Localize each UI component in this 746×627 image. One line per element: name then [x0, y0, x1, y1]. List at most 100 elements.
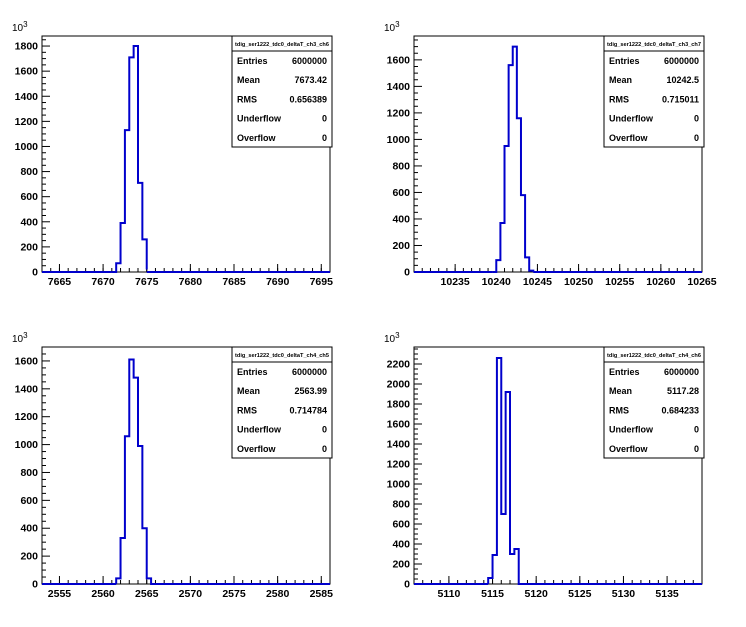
y-tick-label: 2200	[387, 359, 411, 371]
stats-value-mean: 5117.28	[667, 386, 699, 396]
exponent-power: 3	[395, 331, 400, 340]
y-tick-label: 600	[20, 495, 38, 507]
stats-label-mean: Mean	[609, 386, 632, 396]
stats-box-title: tdig_ser1222_tdc0_deltaT_ch4_ch6	[607, 353, 701, 359]
y-tick-label: 400	[20, 216, 38, 228]
y-tick-label: 400	[392, 213, 410, 225]
histogram-bin	[500, 223, 504, 272]
y-tick-label: 1200	[387, 459, 411, 471]
histogram-bin	[509, 65, 513, 272]
stats-value-mean: 2563.99	[294, 386, 327, 396]
stats-value-mean: 10242.5	[666, 75, 699, 85]
stats-value-entries: 6000000	[664, 367, 699, 377]
y-tick-label: 1000	[387, 134, 411, 146]
histogram-bin	[138, 183, 142, 272]
y-tick-label: 800	[20, 166, 38, 178]
stats-value-rms: 0.715011	[662, 94, 699, 104]
exponent-power: 3	[23, 20, 28, 29]
exponent-power: 3	[23, 331, 28, 340]
histogram-bin	[525, 257, 529, 272]
histogram-bin	[125, 436, 129, 584]
y-tick-label: 200	[392, 559, 410, 571]
histogram-bin	[521, 195, 525, 272]
histogram-bin	[147, 578, 151, 584]
histogram-bin	[121, 223, 125, 272]
histogram-bin	[125, 130, 129, 272]
stats-box-title: tdig_ser1222_tdc0_deltaT_ch3_ch6	[235, 42, 329, 48]
histogram-bin	[129, 360, 133, 584]
x-tick-label: 7690	[266, 276, 290, 288]
histogram-bin	[510, 554, 514, 584]
stats-box: tdig_ser1222_tdc0_deltaT_ch4_ch6 Entries 6…	[603, 346, 705, 459]
y-tick-label: 0	[32, 579, 38, 591]
stats-label-entries: Entries	[609, 367, 640, 377]
stats-label-rms: RMS	[609, 94, 629, 104]
x-tick-label: 5135	[655, 588, 679, 600]
y-axis-exponent: 103	[384, 331, 400, 345]
y-tick-label: 600	[392, 187, 410, 199]
x-tick-label: 5130	[612, 588, 636, 600]
x-tick-label: 7675	[135, 276, 159, 288]
stats-box-title: tdig_ser1222_tdc0_deltaT_ch4_ch5	[235, 353, 329, 359]
y-tick-label: 0	[404, 267, 410, 279]
x-tick-label: 10260	[646, 276, 675, 288]
y-tick-label: 1600	[387, 419, 411, 431]
x-tick-label: 7670	[91, 276, 115, 288]
y-tick-label: 1600	[15, 355, 39, 367]
histogram-outline	[115, 358, 156, 585]
y-tick-label: 1800	[15, 41, 39, 53]
y-tick-label: 600	[392, 519, 410, 531]
histogram-bin	[134, 46, 138, 272]
stats-value-entries: 6000000	[292, 367, 327, 377]
x-tick-label: 7685	[222, 276, 246, 288]
stats-label-rms: RMS	[609, 405, 629, 415]
stats-value-underflow: 0	[694, 114, 699, 124]
stats-label-mean: Mean	[237, 386, 260, 396]
y-tick-label: 200	[20, 241, 38, 253]
x-tick-label: 7695	[310, 276, 334, 288]
x-tick-label: 10250	[564, 276, 593, 288]
stats-label-rms: RMS	[237, 405, 257, 415]
stats-label-entries: Entries	[609, 56, 640, 66]
y-tick-label: 0	[32, 267, 38, 279]
x-tick-label: 2555	[48, 588, 72, 600]
stats-box-frame	[231, 346, 333, 459]
x-tick-label: 5125	[568, 588, 592, 600]
stats-label-overflow: Overflow	[609, 133, 649, 143]
histogram-bin	[488, 578, 492, 584]
y-tick-label: 1800	[387, 399, 411, 411]
y-tick-label: 2000	[387, 379, 411, 391]
x-tick-label: 2585	[310, 588, 334, 600]
stats-box-title: tdig_ser1222_tdc0_deltaT_ch3_ch7	[607, 42, 701, 48]
stats-value-entries: 6000000	[292, 56, 327, 66]
stats-box: tdig_ser1222_tdc0_deltaT_ch3_ch7 Entries 6…	[603, 35, 705, 148]
x-tick-label: 10265	[687, 276, 716, 288]
exponent-base: 10	[384, 23, 396, 34]
exponent-base: 10	[12, 23, 24, 34]
y-tick-label: 800	[392, 499, 410, 511]
histogram-bin	[529, 271, 533, 272]
y-axis-exponent: 103	[384, 20, 400, 34]
x-tick-label: 2575	[222, 588, 246, 600]
stats-value-underflow: 0	[322, 114, 327, 124]
y-tick-label: 1000	[15, 141, 39, 153]
x-tick-label: 2560	[91, 588, 115, 600]
histogram-outline	[111, 45, 148, 273]
stats-label-overflow: Overflow	[237, 444, 277, 454]
y-tick-label: 1400	[15, 91, 39, 103]
x-tick-label: 2565	[135, 588, 159, 600]
histogram-bin	[514, 549, 518, 584]
histogram-outline	[487, 357, 528, 585]
x-tick-label: 2580	[266, 588, 290, 600]
stats-box-frame	[603, 35, 705, 148]
histogram-bin	[121, 538, 125, 584]
stats-label-underflow: Underflow	[609, 425, 654, 435]
stats-box-frame	[603, 346, 705, 459]
histogram-bin	[505, 146, 509, 272]
stats-value-rms: 0.656389	[289, 94, 327, 104]
stats-value-entries: 6000000	[664, 56, 699, 66]
x-tick-label: 7680	[179, 276, 203, 288]
y-tick-label: 400	[392, 539, 410, 551]
y-tick-label: 200	[20, 551, 38, 563]
